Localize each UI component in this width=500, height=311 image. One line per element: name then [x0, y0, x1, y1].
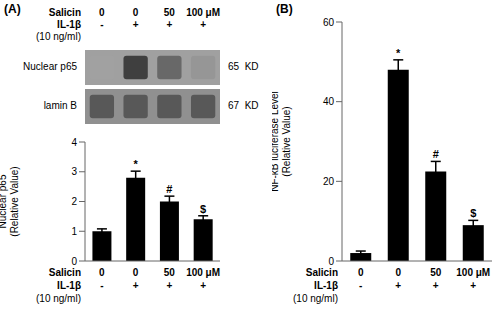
svg-text:0: 0: [71, 256, 77, 267]
svg-text:+: +: [395, 280, 401, 291]
svg-text:#: #: [166, 183, 172, 195]
svg-text:0: 0: [99, 7, 105, 18]
svg-text:+: +: [166, 19, 172, 30]
svg-text:(10 ng/ml): (10 ng/ml): [293, 293, 338, 304]
svg-text:+: +: [470, 280, 476, 291]
svg-text:50: 50: [164, 267, 176, 278]
svg-text:+: +: [200, 19, 206, 30]
svg-text:#: #: [433, 148, 439, 160]
svg-text:(10 ng/ml): (10 ng/ml): [36, 31, 81, 42]
svg-text:IL-1β: IL-1β: [57, 280, 81, 291]
svg-text:0: 0: [328, 256, 334, 267]
svg-text:1: 1: [71, 226, 77, 237]
svg-text:0: 0: [133, 7, 139, 18]
svg-text:100 μM: 100 μM: [186, 7, 220, 18]
svg-text:Salicin: Salicin: [49, 7, 81, 18]
svg-text:+: +: [133, 280, 139, 291]
svg-text:+: +: [433, 280, 439, 291]
svg-text:Salicin: Salicin: [49, 267, 81, 278]
svg-text:Nuclear p65: Nuclear p65: [23, 61, 77, 72]
svg-text:60: 60: [323, 17, 335, 28]
svg-text:40: 40: [323, 96, 335, 107]
svg-text:Nuclear p65(Relative Value): Nuclear p65(Relative Value): [8, 166, 20, 236]
html-text:(B): (B): [276, 2, 293, 16]
svg-text:IL-1β: IL-1β: [57, 19, 81, 30]
svg-text:lamin B: lamin B: [44, 100, 78, 111]
svg-text:*: *: [134, 158, 139, 170]
svg-text:0: 0: [395, 267, 401, 278]
svg-text:(10 ng/ml): (10 ng/ml): [36, 293, 81, 304]
svg-text:+: +: [200, 280, 206, 291]
svg-text:$: $: [470, 207, 476, 219]
svg-text:+: +: [133, 19, 139, 30]
svg-text:$: $: [200, 203, 206, 215]
svg-text:50: 50: [430, 267, 442, 278]
svg-text:NF-κB luciferase Level(Relativ: NF-κB luciferase Level(Relative Value): [272, 91, 292, 192]
svg-text:IL-1β: IL-1β: [314, 280, 338, 291]
svg-text:0: 0: [358, 267, 364, 278]
svg-text:50: 50: [164, 7, 176, 18]
svg-text:4: 4: [71, 137, 77, 148]
svg-text:-: -: [100, 19, 103, 30]
svg-text:3: 3: [71, 166, 77, 177]
svg-text:2: 2: [71, 196, 77, 207]
svg-text:67 KD: 67 KD: [228, 100, 259, 111]
svg-text:100 μM: 100 μM: [186, 267, 220, 278]
svg-text:0: 0: [133, 267, 139, 278]
svg-text:+: +: [166, 280, 172, 291]
svg-text:100 μM: 100 μM: [456, 267, 490, 278]
svg-text:Salicin: Salicin: [306, 267, 338, 278]
html-text:(A): (A): [4, 2, 21, 16]
svg-text:-: -: [359, 280, 362, 291]
svg-text:65 KD: 65 KD: [228, 61, 259, 72]
svg-text:0: 0: [99, 267, 105, 278]
svg-text:20: 20: [323, 176, 335, 187]
svg-text:*: *: [396, 47, 401, 59]
svg-text:-: -: [100, 280, 103, 291]
